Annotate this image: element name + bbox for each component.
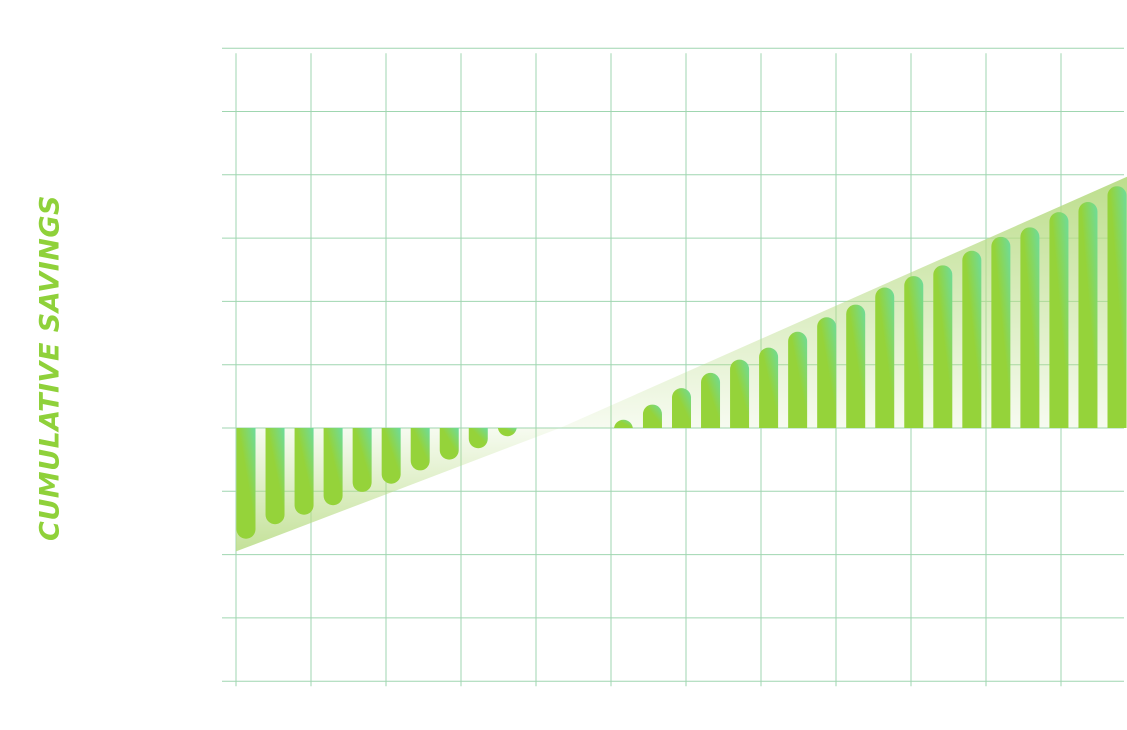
bar (846, 304, 866, 428)
bar (875, 287, 895, 428)
grid (222, 47, 1124, 687)
bar (1020, 227, 1040, 428)
bar (381, 428, 401, 484)
bar (352, 428, 372, 492)
bar (759, 347, 779, 428)
bar (904, 276, 924, 428)
bar (236, 428, 256, 539)
trend-band-positive (560, 176, 1127, 428)
bar (1049, 212, 1069, 428)
bar (991, 236, 1011, 428)
bar (1078, 202, 1098, 428)
trend-band-negative (236, 428, 560, 552)
bar (817, 317, 837, 428)
bars (236, 186, 1127, 539)
bar (962, 250, 982, 428)
bar (701, 372, 721, 428)
bar (468, 428, 488, 449)
bar (439, 428, 459, 460)
bar (497, 426, 517, 437)
bar (265, 428, 285, 525)
bar (323, 428, 343, 506)
bar (294, 428, 314, 515)
bar (642, 404, 662, 428)
bar (613, 419, 633, 430)
bar (410, 428, 430, 471)
bar (672, 388, 691, 428)
bar (788, 331, 808, 428)
bar (933, 265, 953, 428)
bar (1107, 186, 1127, 428)
trend-band (236, 176, 1127, 552)
bar (730, 359, 750, 428)
